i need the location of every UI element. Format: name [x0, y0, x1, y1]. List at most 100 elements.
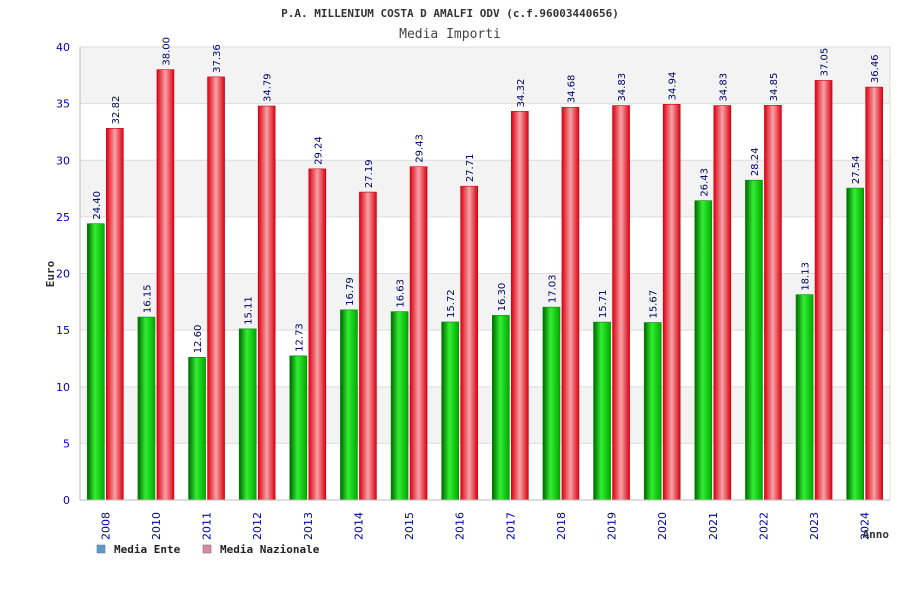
bar-media-ente — [643, 322, 662, 501]
bar-media-ente — [441, 321, 459, 501]
bar-data-label: 34.68 — [566, 75, 577, 104]
bar-data-label: 12.73 — [294, 323, 305, 352]
y-tick-label: 5 — [63, 437, 70, 450]
chart-title: P.A. MILLENIUM COSTA D AMALFI ODV (c.f.9… — [281, 7, 619, 20]
x-tick-label: 2023 — [808, 512, 821, 540]
x-tick-label: 2017 — [504, 512, 517, 540]
bar-data-label: 38.00 — [161, 37, 172, 66]
bar-media-nazionale — [662, 104, 681, 501]
bar-media-ente — [593, 321, 611, 501]
bar-data-label: 16.79 — [345, 277, 356, 306]
x-tick-label: 2021 — [707, 512, 720, 540]
bar-media-nazionale — [764, 105, 782, 501]
bar-labels-group: 24.40 32.82 16.15 38.00 12.60 37.36 15.11 34.79… — [92, 37, 881, 353]
bar-data-label: 28.24 — [750, 148, 761, 177]
bar-data-label: 16.30 — [497, 283, 508, 312]
x-tick-label: 2018 — [555, 512, 568, 540]
x-tick-label: 2010 — [150, 512, 163, 540]
bar-media-nazionale — [814, 80, 833, 501]
bars-group — [87, 69, 883, 501]
bar-data-label: 29.43 — [415, 134, 426, 163]
bar-media-ente — [340, 309, 358, 501]
bar-media-ente — [188, 357, 206, 501]
bar-media-nazionale — [460, 185, 478, 501]
bar-data-label: 37.36 — [212, 44, 223, 73]
bar-data-label: 34.32 — [516, 79, 527, 108]
y-tick-label: 0 — [63, 494, 70, 507]
y-tick-label: 35 — [56, 98, 70, 111]
x-tick-label: 2012 — [251, 512, 264, 540]
x-tick-label: 2022 — [757, 512, 770, 540]
bar-media-nazionale — [713, 105, 732, 501]
legend-swatch — [96, 544, 106, 554]
bar-data-label: 15.71 — [598, 289, 609, 318]
y-tick-labels: 0 5 10 15 20 25 30 35 40 — [56, 41, 70, 507]
x-tick-label: 2014 — [352, 512, 365, 540]
x-tick-label: 2015 — [403, 512, 416, 540]
bar-media-ente — [87, 223, 105, 501]
y-tick-label: 40 — [56, 41, 70, 54]
x-tick-label: 2020 — [656, 512, 669, 540]
x-tick-label: 2011 — [201, 512, 214, 540]
y-tick-label: 20 — [56, 268, 70, 281]
bar-media-nazionale — [612, 105, 630, 501]
bar-media-ente — [745, 179, 763, 501]
bar-data-label: 18.13 — [801, 262, 812, 291]
axes — [79, 47, 891, 501]
bar-data-label: 15.11 — [244, 296, 255, 325]
bar-data-label: 15.72 — [446, 289, 457, 318]
bar-data-label: 17.03 — [547, 274, 558, 303]
bar-data-label: 16.63 — [396, 279, 407, 308]
bar-media-ente — [795, 294, 814, 501]
bar-data-label: 27.19 — [364, 159, 375, 188]
bar-data-label: 27.54 — [851, 155, 862, 184]
bar-media-nazionale — [106, 128, 124, 501]
bar-data-label: 34.85 — [769, 73, 780, 102]
bar-data-label: 32.82 — [111, 96, 122, 125]
bar-media-nazionale — [561, 106, 580, 501]
bar-data-label: 27.71 — [465, 154, 476, 183]
bar-data-label: 16.15 — [142, 284, 153, 313]
bar-data-label: 34.79 — [263, 73, 274, 102]
legend: Media Ente Media Nazionale — [96, 543, 320, 556]
bar-media-ente — [694, 200, 713, 501]
x-tick-label: 2019 — [606, 512, 619, 540]
x-tick-label: 2008 — [99, 512, 112, 540]
bar-media-nazionale — [308, 168, 327, 501]
bar-media-nazionale — [409, 166, 428, 501]
bar-media-nazionale — [207, 76, 225, 501]
bar-media-ente — [289, 355, 308, 501]
x-tick-label: 2024 — [859, 512, 872, 540]
y-tick-label: 30 — [56, 154, 70, 167]
x-axis-label: Anno — [863, 528, 890, 541]
legend-label: Media Nazionale — [220, 543, 320, 556]
bar-media-nazionale — [359, 191, 377, 501]
bar-data-label: 37.05 — [820, 48, 831, 77]
bar-media-ente — [390, 311, 409, 501]
y-axis-label: Euro — [44, 260, 57, 287]
bar-media-nazionale — [257, 105, 276, 501]
bar-media-ente — [238, 328, 257, 501]
bar-data-label: 36.46 — [870, 54, 881, 83]
bar-data-label: 34.83 — [718, 73, 729, 102]
chart-subtitle: Media Importi — [399, 27, 501, 42]
x-tick-labels: 2008 2010 2011 2012 2013 2014 2015 2016 2017 2018… — [99, 512, 871, 540]
bar-media-ente — [492, 315, 510, 501]
y-tick-label: 25 — [56, 211, 70, 224]
bar-media-nazionale — [511, 111, 529, 501]
y-tick-label: 15 — [56, 324, 70, 337]
bar-media-ente — [846, 187, 864, 501]
bar-data-label: 24.40 — [92, 191, 103, 220]
x-tick-label: 2016 — [454, 512, 467, 540]
legend-label: Media Ente — [114, 543, 181, 556]
y-tick-label: 10 — [56, 381, 70, 394]
bar-data-label: 29.24 — [313, 136, 324, 165]
x-tick-label: 2013 — [302, 512, 315, 540]
bar-media-nazionale — [156, 69, 175, 501]
legend-swatch — [202, 544, 212, 554]
bar-data-label: 15.67 — [649, 290, 660, 319]
bar-media-ente — [137, 316, 156, 501]
bar-media-nazionale — [865, 86, 883, 501]
bar-media-ente — [542, 306, 561, 501]
